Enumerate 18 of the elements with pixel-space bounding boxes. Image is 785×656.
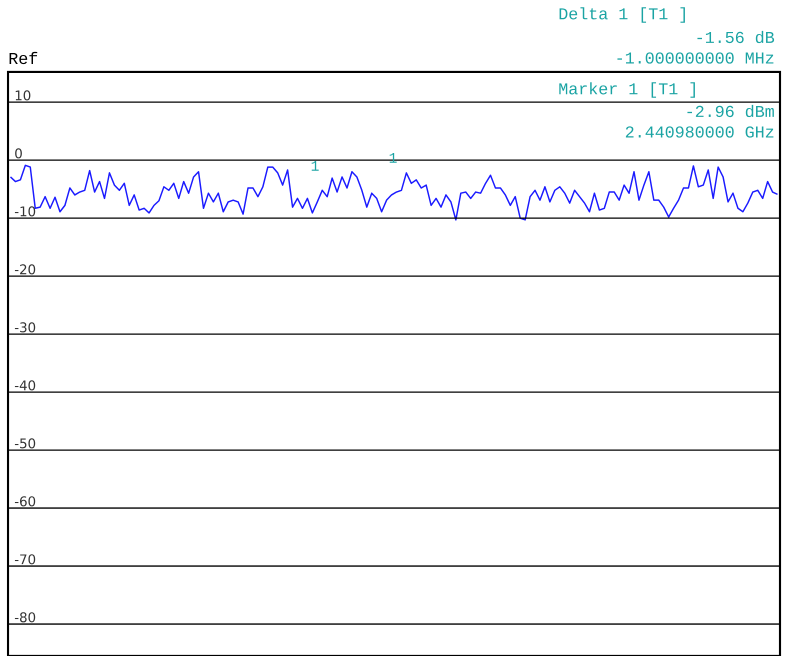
text: -1.56 dB: [697, 30, 774, 44]
y-tick-label: -70: [14, 554, 36, 564]
text: -1.000000000 MHz: [617, 52, 774, 64]
text: Ref: [10, 52, 38, 64]
y-tick-label: -80: [14, 612, 36, 622]
annotation: 2.440980000 GHz: [626, 126, 774, 138]
y-tick-label: -50: [14, 438, 36, 448]
text: Delta 1 [T1 ]: [560, 7, 685, 23]
y-tick-label: 10: [16, 90, 30, 100]
y-tick-label: 0: [15, 148, 22, 158]
annotation: 1: [312, 161, 319, 171]
y-tick-label: -40: [14, 380, 36, 390]
annotation: -2.96 dBm: [687, 104, 774, 118]
annotation: Marker 1 [T1 ]: [559, 82, 695, 98]
y-tick-label: -30: [14, 322, 36, 332]
y-tick-label: -20: [14, 264, 36, 274]
y-tick-label: -60: [14, 496, 36, 506]
y-tick-label: -10: [14, 206, 36, 216]
